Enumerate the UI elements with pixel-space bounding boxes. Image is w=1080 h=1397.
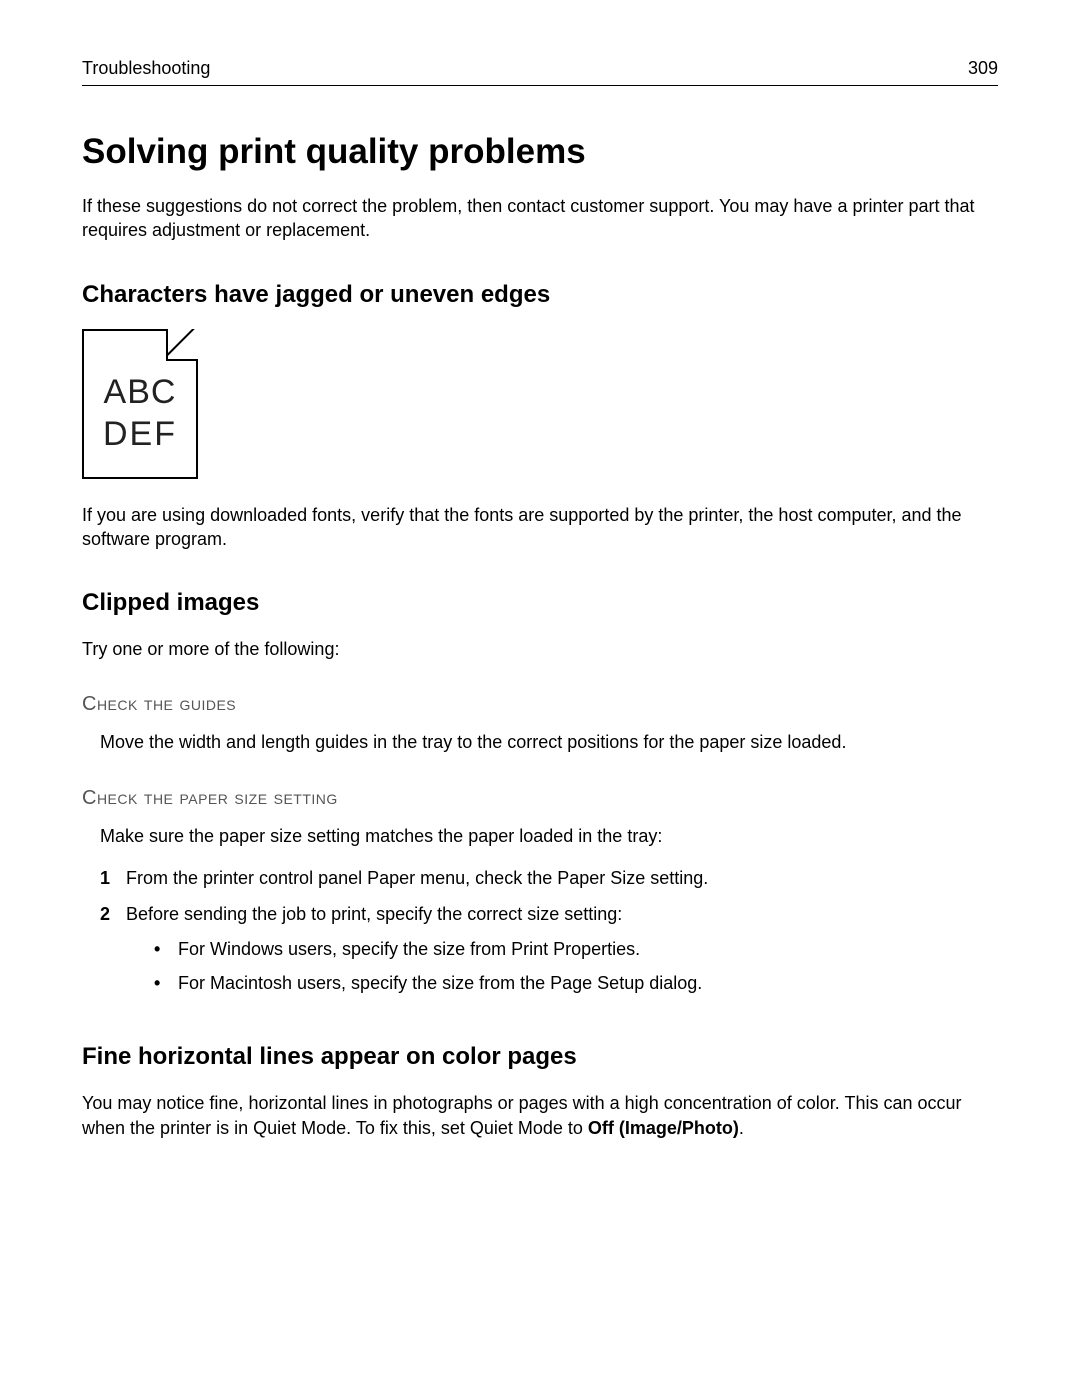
step-2-bullets: For Windows users, specify the size from…: [126, 937, 702, 996]
paper-size-steps: 1 From the printer control panel Paper m…: [82, 866, 998, 1005]
para-bold: Off (Image/Photo): [588, 1118, 739, 1138]
main-heading: Solving print quality problems: [82, 132, 998, 172]
sub-heading-guides: Check the guides: [82, 693, 998, 716]
step-number: 2: [100, 902, 116, 1005]
intro-paragraph: If these suggestions do not correct the …: [82, 194, 998, 243]
section-heading-clipped: Clipped images: [82, 589, 998, 617]
sub-heading-paper-size: Check the paper size setting: [82, 787, 998, 810]
page-header: Troubleshooting 309: [82, 58, 998, 86]
para-pre: You may notice fine, horizontal lines in…: [82, 1093, 962, 1137]
paper-size-intro: Make sure the paper size setting matches…: [82, 824, 998, 848]
step-1: 1 From the printer control panel Paper m…: [100, 866, 998, 890]
section-heading-horizontal-lines: Fine horizontal lines appear on color pa…: [82, 1043, 998, 1071]
guides-paragraph: Move the width and length guides in the …: [82, 730, 998, 754]
jagged-paragraph: If you are using downloaded fonts, verif…: [82, 503, 998, 552]
illus-line-2: DEF: [84, 413, 196, 456]
document-page: Troubleshooting 309 Solving print qualit…: [0, 0, 1080, 1218]
step-2-text: Before sending the job to print, specify…: [126, 904, 622, 924]
section-heading-jagged: Characters have jagged or uneven edges: [82, 281, 998, 309]
step-number: 1: [100, 866, 116, 890]
step-1-text: From the printer control panel Paper men…: [126, 866, 708, 890]
bullet-windows: For Windows users, specify the size from…: [154, 937, 702, 961]
header-section-title: Troubleshooting: [82, 58, 210, 79]
bullet-mac: For Macintosh users, specify the size fr…: [154, 971, 702, 995]
para-post: .: [739, 1118, 744, 1138]
horizontal-lines-paragraph: You may notice fine, horizontal lines in…: [82, 1091, 998, 1140]
step-2: 2 Before sending the job to print, speci…: [100, 902, 998, 1005]
header-page-number: 309: [968, 58, 998, 79]
illus-line-1: ABC: [84, 371, 196, 414]
jagged-text-illustration: ABC DEF: [82, 329, 198, 479]
clipped-intro: Try one or more of the following:: [82, 637, 998, 661]
